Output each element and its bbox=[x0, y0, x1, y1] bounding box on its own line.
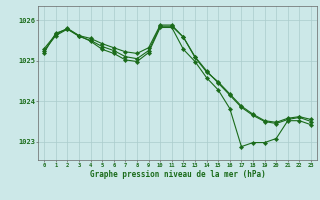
X-axis label: Graphe pression niveau de la mer (hPa): Graphe pression niveau de la mer (hPa) bbox=[90, 170, 266, 179]
